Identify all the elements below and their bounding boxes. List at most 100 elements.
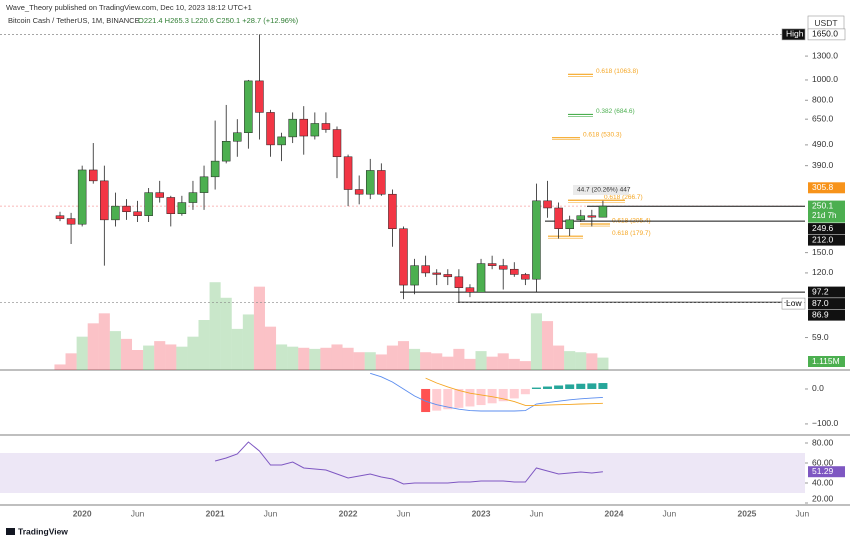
volume-bar (165, 344, 177, 370)
fib-label: 0.618 (266.7) (604, 194, 643, 201)
tag-box (781, 297, 806, 310)
volume-bar (541, 321, 554, 370)
fib-label: 0.618 (530.3) (583, 131, 622, 138)
candle-body (210, 160, 220, 178)
x-tick-label: 2023 (472, 508, 491, 518)
candle-body (77, 169, 87, 225)
volume-bar (143, 345, 155, 370)
price-label: 1650.0 (812, 29, 838, 39)
volume-bar (264, 326, 277, 370)
macd-bar (543, 386, 553, 389)
volume-bar (486, 356, 498, 370)
volume-bar (564, 351, 576, 370)
volume-bar (342, 347, 354, 370)
candle-body (177, 202, 187, 214)
volume-bar (431, 353, 443, 370)
macd-bar (554, 385, 564, 389)
candle-body (244, 80, 253, 133)
volume-bar (508, 358, 520, 370)
volume-bar (253, 286, 265, 370)
candle-body (410, 265, 419, 286)
volume-bar (442, 356, 454, 370)
price-label: 87.0 (812, 298, 829, 308)
volume-bar (120, 338, 133, 370)
macd-bar (498, 388, 508, 402)
volume-bar (298, 347, 310, 370)
volume-label-box (808, 356, 845, 367)
volume-bar (364, 352, 376, 370)
volume-bar (497, 353, 509, 370)
volume-bar (586, 353, 598, 370)
volume-bar (276, 344, 288, 370)
price-label: 97.2 (812, 286, 829, 296)
volume-label: 1.115M (812, 356, 840, 366)
x-tick-label: 2025 (737, 508, 756, 518)
fib-label: 0.618 (1063.8) (596, 68, 638, 75)
candle-body (277, 136, 286, 146)
candle-body (199, 176, 209, 193)
volume-bar (386, 345, 398, 370)
volume-bar (87, 323, 99, 370)
y-tick-label: 800.0 (812, 95, 834, 105)
y-tick-label: 390.0 (812, 160, 834, 170)
macd-bar (520, 388, 530, 395)
volume-bar (209, 282, 221, 370)
footer: TradingView (18, 526, 68, 536)
volume-bar (397, 341, 410, 370)
candle-body (388, 193, 397, 229)
y-tick-label: 150.0 (812, 247, 834, 257)
volume-bar (132, 350, 144, 370)
signal-line (425, 377, 603, 406)
volume-bar (464, 358, 476, 370)
macd-bar (443, 388, 453, 410)
measure-box (573, 185, 629, 195)
candle-body (221, 140, 231, 162)
volume-bar (453, 348, 465, 370)
volume-bar (320, 347, 332, 370)
volume-bar (375, 354, 387, 370)
volume-bar (54, 364, 66, 370)
volume-bar (231, 328, 243, 370)
x-tick-label: Jun (530, 508, 544, 518)
candle-body (266, 112, 275, 146)
volume-bar (331, 344, 343, 370)
volume-bar (420, 352, 432, 370)
tag: High (786, 29, 804, 39)
x-tick-label: Jun (264, 508, 278, 518)
price-label-box (808, 309, 845, 321)
candle-body (576, 215, 586, 221)
x-tick-label: Jun (796, 508, 810, 518)
volume-bar (187, 336, 199, 370)
candle-body (233, 132, 242, 142)
y-tick-label: 1300.0 (812, 50, 838, 60)
price-label: 86.9 (812, 309, 829, 319)
y-tick-label: 490.0 (812, 139, 834, 149)
price-label: 212.0 (812, 234, 834, 244)
measure-label: 44.7 (20.26%) 447 (577, 187, 631, 194)
macd-bar (565, 384, 575, 389)
price-label-box (808, 286, 845, 298)
candle-body (565, 219, 574, 229)
fib-label: 0.382 (684.6) (596, 108, 635, 115)
price-label: 250.1 (812, 200, 834, 210)
candle-body (365, 170, 375, 195)
volume-bar (287, 346, 299, 370)
candle-body (487, 263, 497, 266)
candle-body (88, 169, 98, 182)
candle-body (454, 276, 464, 288)
candle-body (299, 118, 309, 137)
y-tick-label: 650.0 (812, 113, 834, 123)
macd-bar (531, 387, 541, 389)
volume-bar (220, 297, 232, 370)
candle-body (321, 123, 331, 130)
currency[interactable]: USDT (814, 18, 837, 28)
candle-body (498, 265, 508, 270)
rsi-tick-label: 40.00 (812, 477, 834, 487)
macd-bar (509, 388, 519, 399)
x-tick-label: 2024 (605, 508, 624, 518)
volume-bar (154, 341, 166, 370)
x-tick-label: Jun (397, 508, 411, 518)
volume-bar (519, 361, 531, 370)
price-label: 249.6 (812, 223, 834, 233)
